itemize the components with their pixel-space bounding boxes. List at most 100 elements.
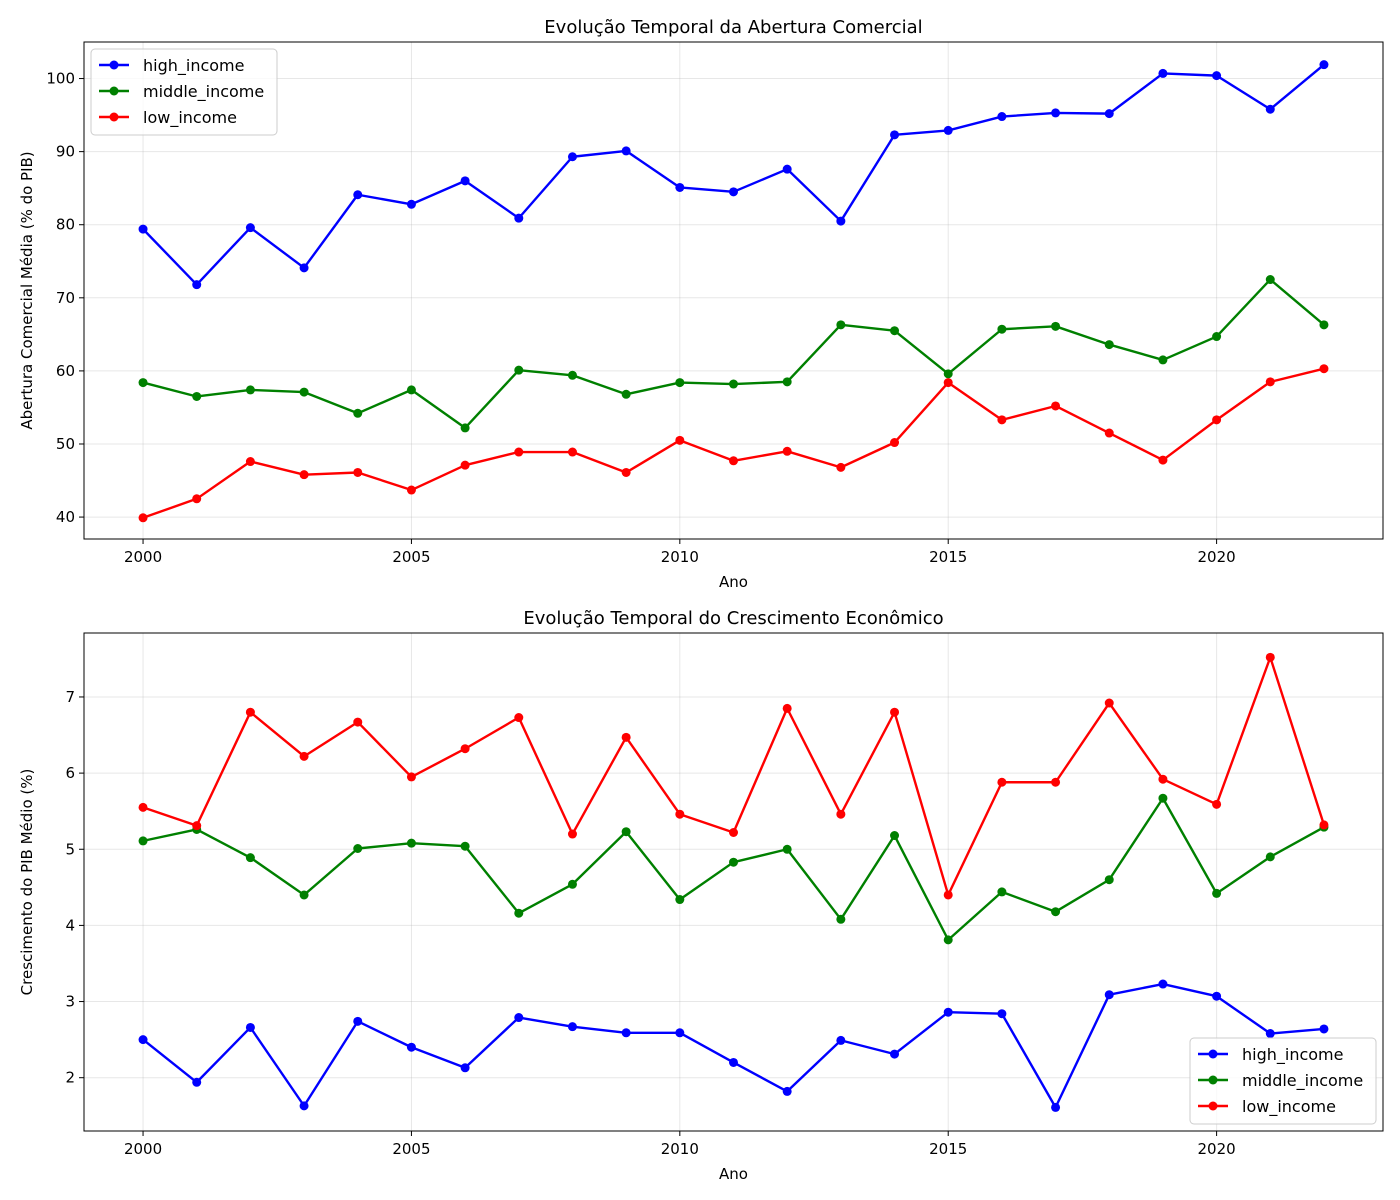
legend-label: middle_income — [1242, 1071, 1363, 1091]
series-lines — [142, 656, 1326, 1109]
chart-title: Evolução Temporal do Crescimento Econômi… — [523, 608, 943, 629]
high_income-point — [353, 190, 363, 200]
low_income-point — [890, 707, 900, 717]
middle_income-point — [567, 370, 577, 380]
middle_income-point — [1104, 875, 1114, 885]
middle_income-point — [460, 423, 470, 433]
middle_income-point — [353, 843, 363, 853]
low_income-point — [943, 378, 953, 388]
middle_income-point — [567, 879, 577, 889]
x-tick-label: 2015 — [929, 548, 967, 566]
low_income-point — [406, 772, 416, 782]
y-tick-label: 7 — [65, 688, 75, 706]
x-tick-label: 2010 — [661, 1140, 699, 1158]
middle_income-point — [997, 887, 1007, 897]
low_income-point — [1212, 415, 1222, 425]
low_income-point — [138, 513, 148, 523]
high_income-point — [514, 1013, 524, 1023]
high_income-point — [782, 1086, 792, 1096]
y-tick-label: 40 — [56, 508, 75, 526]
low_income-point — [729, 828, 738, 838]
y-tick-label: 5 — [65, 840, 75, 858]
y-axis-ticks: 40 50 60 70 80 90 100 — [46, 70, 84, 526]
high_income-point — [460, 1063, 470, 1073]
low_income-point — [1319, 364, 1329, 374]
x-tick-label: 2005 — [392, 548, 430, 566]
high_income-point — [729, 187, 738, 197]
y-tick-label: 6 — [65, 764, 75, 782]
low_income-point — [353, 467, 363, 477]
low_income-point — [1051, 401, 1061, 411]
high_income-point — [406, 199, 416, 209]
high_income-point — [1158, 68, 1168, 78]
middle_income-point — [299, 387, 309, 397]
middle_income-point — [1158, 355, 1168, 365]
middle_income-point — [621, 389, 631, 399]
high_income-point — [1319, 60, 1329, 70]
legend-label: middle_income — [143, 82, 264, 102]
high_income-point — [997, 112, 1007, 122]
y-axis-label: Abertura Comercial Média (% do PIB) — [18, 151, 36, 429]
x-tick-label: 2005 — [392, 1140, 430, 1158]
y-axis-ticks: 2 3 4 5 6 7 — [65, 688, 84, 1087]
high_income-point — [138, 1035, 148, 1045]
low_income-point — [836, 462, 846, 472]
middle_income-point — [245, 385, 255, 395]
legend: high_income middle_income low_income — [1189, 1037, 1377, 1125]
legend-label: low_income — [143, 108, 237, 128]
low_income-point — [567, 829, 577, 839]
high_income-point — [621, 146, 631, 156]
y-tick-label: 100 — [46, 70, 75, 88]
low_income-point — [245, 707, 255, 717]
low_income-point — [353, 717, 363, 727]
middle_income-point — [1319, 320, 1329, 330]
low_income-point — [514, 713, 524, 723]
grid — [84, 42, 1383, 539]
low_income-point — [299, 751, 309, 761]
low_income-point — [943, 890, 953, 900]
high_income-point — [943, 1007, 953, 1017]
y-tick-label: 50 — [56, 435, 75, 453]
low_income-point — [675, 435, 685, 445]
x-tick-label: 2015 — [929, 1140, 967, 1158]
middle_income-point — [1158, 793, 1168, 803]
middle_income-point — [245, 853, 255, 863]
middle_income-point — [782, 377, 792, 387]
low_income-point — [514, 447, 524, 457]
low_income-point — [836, 809, 846, 819]
x-tick-label: 2010 — [661, 548, 699, 566]
y-axis-label: Crescimento do PIB Médio (%) — [18, 769, 36, 996]
middle_income-point — [514, 908, 524, 918]
low_income-point — [299, 470, 309, 480]
middle_income-point — [460, 841, 470, 851]
high_income-point — [1265, 104, 1275, 114]
middle_income-point — [299, 890, 309, 900]
x-axis-ticks: 2000 2005 2010 2015 2020 — [124, 1131, 1236, 1158]
high_income-point — [514, 213, 524, 223]
middle_income-point — [1051, 907, 1061, 917]
y-tick-label: 70 — [56, 289, 75, 307]
low_income-line — [142, 367, 1325, 519]
high_income-point — [138, 224, 148, 234]
high_income-point — [192, 1077, 202, 1087]
x-tick-label: 2020 — [1198, 548, 1236, 566]
high_income-point — [1158, 979, 1168, 989]
high_income-point — [890, 1049, 900, 1059]
legend-label: low_income — [1242, 1097, 1336, 1117]
high_income-point — [299, 1101, 309, 1111]
x-axis-label: Ano — [719, 573, 748, 591]
middle_income-point — [997, 324, 1007, 334]
low_income-point — [245, 457, 255, 467]
legend-label: high_income — [1242, 1045, 1343, 1065]
middle_income-point — [729, 857, 738, 867]
middle_income-point — [943, 935, 953, 945]
high_income-point — [1051, 1102, 1061, 1112]
middle_income-point — [138, 836, 148, 846]
high_income-line — [142, 63, 1325, 286]
low_income-point — [1319, 820, 1329, 830]
high_income-point — [621, 1028, 631, 1038]
low_income-point — [138, 802, 148, 812]
high_income-point — [1265, 1029, 1275, 1039]
y-tick-label: 4 — [65, 916, 75, 934]
